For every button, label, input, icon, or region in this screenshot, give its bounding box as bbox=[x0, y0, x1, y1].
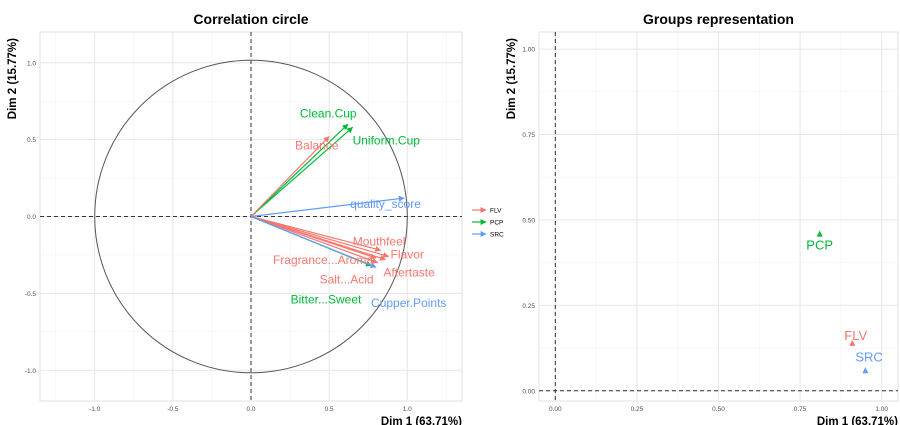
y-tick-label: 1.00 bbox=[522, 47, 535, 54]
y-axis-label: Dim 2 (15.77%) bbox=[7, 38, 19, 119]
y-tick-label: 1.0 bbox=[27, 60, 36, 67]
arrow-balance bbox=[250, 136, 330, 217]
y-tick-label: 0.00 bbox=[522, 388, 535, 395]
correlation-circle-chart: Clean.Cup Uniform.Cup Balance quality_score… bbox=[7, 11, 504, 425]
point-label: PCP bbox=[806, 238, 833, 253]
arrow-label: Bitter...Sweet bbox=[291, 293, 362, 307]
legend-label: FLV bbox=[490, 208, 502, 215]
arrow-flavor bbox=[250, 215, 390, 258]
arrow-cupper-points bbox=[250, 215, 377, 268]
arrow-label: Uniform.Cup bbox=[353, 133, 421, 147]
point-pcp bbox=[816, 230, 823, 237]
y-tick-labels: -1.0 -0.5 0.0 0.5 1.0 bbox=[25, 60, 37, 375]
y-tick-label: -0.5 bbox=[25, 291, 37, 298]
x-tick-label: 0.0 bbox=[246, 406, 255, 413]
point-flv bbox=[849, 339, 856, 346]
reference-lines bbox=[539, 32, 898, 401]
arrow-mouthfeel bbox=[250, 215, 382, 252]
y-tick-label: 0.25 bbox=[522, 303, 535, 310]
x-tick-label: -1.0 bbox=[89, 406, 101, 413]
y-tick-labels: 0.00 0.25 0.50 0.75 1.00 bbox=[522, 47, 535, 396]
y-tick-label: 0.50 bbox=[522, 217, 535, 224]
arrow-label: Balance bbox=[295, 139, 339, 153]
chart-title: Groups representation bbox=[643, 11, 794, 27]
y-tick-label: 0.5 bbox=[27, 137, 36, 144]
legend-label: SRC bbox=[490, 232, 504, 239]
x-tick-label: 1.00 bbox=[875, 406, 888, 413]
group-labels: PCP FLV SRC bbox=[806, 238, 883, 365]
x-tick-labels: -1.0 -0.5 0.0 0.5 1.0 bbox=[89, 406, 412, 413]
unit-circle bbox=[94, 59, 408, 374]
arrow-salt-acid bbox=[250, 215, 379, 264]
x-tick-label: 0.00 bbox=[549, 406, 562, 413]
arrow-label: Aftertaste bbox=[383, 266, 435, 280]
legend-label: PCP bbox=[490, 220, 503, 227]
x-tick-label: -0.5 bbox=[167, 406, 179, 413]
arrow-label: Clean.Cup bbox=[300, 106, 357, 120]
group-points bbox=[816, 230, 869, 374]
x-tick-label: 1.0 bbox=[403, 406, 412, 413]
variable-labels: Clean.Cup Uniform.Cup Balance quality_score… bbox=[273, 106, 446, 310]
variable-arrows bbox=[250, 123, 405, 268]
arrow-label: Fragrance...Aroma bbox=[273, 253, 373, 267]
arrow-label: Cupper.Points bbox=[371, 296, 446, 310]
arrow-quality-score bbox=[250, 195, 405, 218]
x-tick-label: 0.50 bbox=[712, 406, 725, 413]
y-tick-label: -1.0 bbox=[25, 368, 37, 375]
arrow-label: Flavor bbox=[391, 247, 424, 261]
x-tick-label: 0.25 bbox=[631, 406, 644, 413]
chart-title: Correlation circle bbox=[193, 11, 308, 27]
y-tick-label: 0.0 bbox=[27, 214, 36, 221]
arrow-aftertaste bbox=[250, 215, 386, 261]
point-src bbox=[862, 367, 869, 374]
arrow-label: Salt...Acid bbox=[320, 273, 374, 287]
y-tick-label: 0.75 bbox=[522, 132, 535, 139]
arrow-label: Mouthfeel bbox=[353, 234, 406, 248]
arrow-clean-cup bbox=[250, 123, 349, 217]
legend: FLV PCP SRC bbox=[472, 207, 504, 239]
x-tick-labels: 0.00 0.25 0.50 0.75 1.00 bbox=[549, 406, 888, 413]
x-tick-label: 0.75 bbox=[794, 406, 807, 413]
point-label: SRC bbox=[855, 349, 882, 364]
arrow-uniform-cup bbox=[250, 126, 354, 217]
x-axis-label: Dim 1 (63.71%) bbox=[817, 416, 898, 425]
x-axis-label: Dim 1 (63.71%) bbox=[381, 416, 462, 425]
point-label: FLV bbox=[844, 328, 867, 343]
y-axis-label: Dim 2 (15.77%) bbox=[506, 38, 518, 119]
arrow-label: quality_score bbox=[350, 197, 421, 211]
x-tick-label: 0.5 bbox=[325, 406, 334, 413]
